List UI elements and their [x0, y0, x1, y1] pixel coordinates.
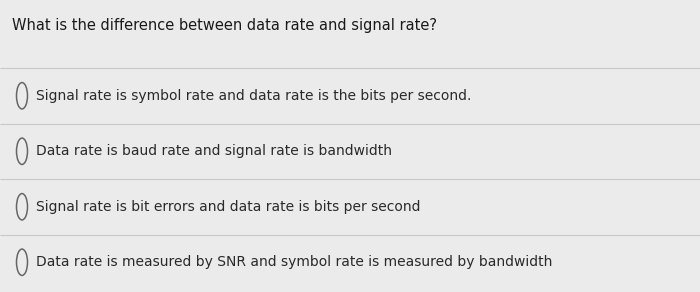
Text: What is the difference between data rate and signal rate?: What is the difference between data rate…: [12, 18, 437, 33]
Text: Signal rate is symbol rate and data rate is the bits per second.: Signal rate is symbol rate and data rate…: [36, 89, 471, 103]
Text: Signal rate is bit errors and data rate is bits per second: Signal rate is bit errors and data rate …: [36, 200, 420, 214]
Text: Data rate is measured by SNR and symbol rate is measured by bandwidth: Data rate is measured by SNR and symbol …: [36, 255, 552, 269]
Text: Data rate is baud rate and signal rate is bandwidth: Data rate is baud rate and signal rate i…: [36, 144, 391, 158]
